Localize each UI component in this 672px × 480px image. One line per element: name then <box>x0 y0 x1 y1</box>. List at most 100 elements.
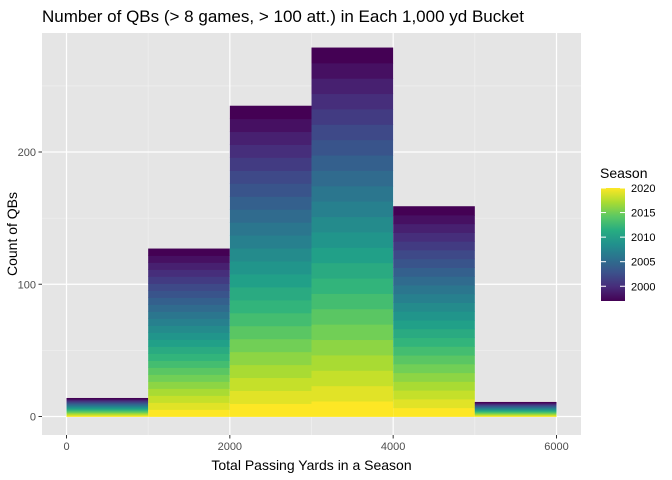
bar-segment <box>474 412 557 414</box>
bar-segment <box>229 325 312 340</box>
bar-segment <box>66 408 149 410</box>
bar-segment <box>229 364 312 379</box>
bar-segment <box>393 276 475 286</box>
bar-segment <box>66 404 149 406</box>
bar-segment <box>66 405 149 407</box>
bar-segment <box>474 408 557 410</box>
bar-segment <box>393 293 475 303</box>
legend: Season 2020 2015 2010 2005 2000 <box>600 165 655 301</box>
y-tick-label: 100 <box>18 279 36 291</box>
bar-segment <box>66 415 149 417</box>
legend-label: 2010 <box>631 232 655 244</box>
bar-segment <box>229 338 312 353</box>
bar-segment <box>311 339 394 356</box>
legend-colorbar <box>601 188 625 301</box>
bar-segment <box>311 185 394 202</box>
bar-segment <box>229 170 312 184</box>
x-tick-label: 6000 <box>544 441 568 453</box>
legend-title: Season <box>600 165 647 181</box>
bar-segment <box>311 247 394 264</box>
bar-segment <box>474 401 557 403</box>
bar <box>393 206 475 417</box>
bar-segment <box>229 222 312 236</box>
bar-segment <box>474 402 557 404</box>
bar-segment <box>66 410 149 412</box>
bar-segment <box>229 209 312 223</box>
bar-segment <box>66 406 149 408</box>
x-tick-label: 4000 <box>381 441 405 453</box>
bar-segment <box>229 183 312 197</box>
bar-segment <box>393 320 475 330</box>
bar-segment <box>311 308 394 325</box>
bar-segment <box>229 274 312 288</box>
bar-segment <box>393 250 475 260</box>
bar-segment <box>148 255 230 263</box>
bar-segment <box>393 232 475 242</box>
bar-segment <box>311 109 394 125</box>
bar-segment <box>393 398 475 409</box>
bar-segment <box>148 360 230 368</box>
bar-segment <box>311 62 394 79</box>
bar-segment <box>311 232 394 248</box>
bar-segment <box>311 385 394 402</box>
bar-segment <box>66 404 149 407</box>
bar-segment <box>148 395 230 403</box>
bar-segment <box>66 398 149 400</box>
bar-segment <box>474 409 557 411</box>
bar-segment <box>66 409 149 411</box>
bar-segment <box>229 144 312 158</box>
legend-label: 2015 <box>631 208 655 220</box>
bar-segment <box>66 411 149 414</box>
bar-segment <box>474 415 557 417</box>
bar-segment <box>474 414 557 416</box>
y-tick-label: 200 <box>18 147 36 159</box>
bar-segment <box>311 139 394 156</box>
bar-segment <box>474 404 557 406</box>
bar-segment <box>474 415 557 417</box>
bar-segment <box>474 411 557 413</box>
bar-segment <box>229 261 312 275</box>
bar-segment <box>393 214 475 225</box>
bar-segment <box>393 381 475 391</box>
bar-segment <box>393 302 475 312</box>
bar-segment <box>393 241 475 251</box>
bar-segment <box>66 402 149 404</box>
bar-segment <box>148 374 230 382</box>
bar-segment <box>229 118 312 133</box>
bar <box>66 397 149 417</box>
bar-segment <box>311 78 394 95</box>
bar-segment <box>229 390 312 404</box>
x-tick-label: 2000 <box>218 441 242 453</box>
bar-segment <box>66 414 149 417</box>
bar-segment <box>393 223 475 233</box>
bar-segment <box>66 403 149 405</box>
bar-segment <box>148 311 230 319</box>
bar-segment <box>311 278 394 294</box>
bar-segment <box>229 299 312 314</box>
bar-segment <box>474 407 557 409</box>
bar-segment <box>229 403 312 417</box>
bar-segment <box>393 372 475 382</box>
bar-segment <box>393 390 475 400</box>
bar-segment <box>229 235 312 249</box>
bar-segment <box>148 388 230 396</box>
bar-segment <box>66 397 149 400</box>
bar-segment <box>66 411 149 413</box>
bar-segment <box>474 406 557 408</box>
bars <box>66 47 557 417</box>
bar-segment <box>393 285 475 295</box>
bar <box>148 248 230 417</box>
bar-segment <box>393 311 475 321</box>
bar-segment <box>148 269 230 277</box>
bar-segment <box>311 324 394 341</box>
bar-segment <box>474 405 557 407</box>
bar-segment <box>66 399 149 401</box>
bar-segment <box>393 407 475 417</box>
bar <box>229 105 312 417</box>
bar-segment <box>148 283 230 291</box>
bar-segment <box>311 170 394 187</box>
bar-segment <box>393 328 475 339</box>
bar-segment <box>474 406 557 408</box>
bar-segment <box>229 377 312 391</box>
bar-segment <box>148 318 230 326</box>
